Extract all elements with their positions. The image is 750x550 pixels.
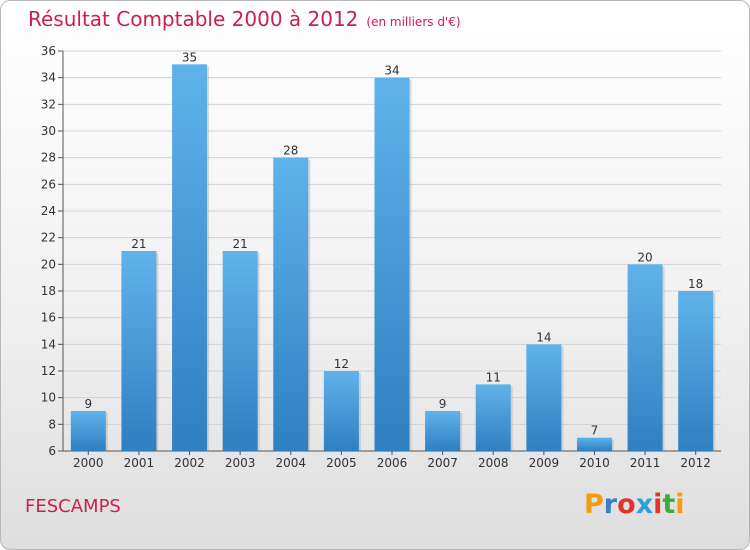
logo-letter: t: [662, 489, 676, 520]
bar-2011: [627, 264, 663, 451]
chart-subtitle: (en milliers d'€): [366, 15, 461, 29]
chart-title-text: Résultat Comptable 2000 à 2012: [28, 7, 359, 31]
bar-2012: [678, 291, 714, 451]
x-tick-label-2012: 2012: [680, 456, 711, 470]
y-tick-label: 6: [48, 444, 56, 458]
logo-letter: o: [617, 489, 636, 520]
logo-letter: i: [653, 489, 663, 520]
bar-2010: [576, 437, 612, 451]
data-label-2002: 35: [182, 50, 197, 64]
logo-letter: i: [675, 489, 685, 520]
data-label-2006: 34: [384, 64, 399, 78]
bar-2009: [526, 344, 562, 451]
data-label-2005: 12: [334, 357, 349, 371]
data-label-2010: 7: [591, 424, 599, 438]
data-label-2011: 20: [637, 250, 652, 264]
logo-letter: r: [603, 489, 618, 520]
x-tick-labels: 2000 2001 2002 2003 2004 2005 2006 2007 2008 2009…: [73, 456, 711, 470]
bar-2008: [475, 384, 511, 451]
x-tick-label-2008: 2008: [478, 456, 509, 470]
y-tick-label: 34: [41, 71, 56, 85]
data-label-2001: 21: [131, 237, 146, 251]
y-tick-label: 10: [41, 391, 56, 405]
y-tick-label: 22: [41, 231, 56, 245]
x-tick-label-2000: 2000: [73, 456, 104, 470]
bar-2007: [425, 411, 461, 451]
x-tick-label-2002: 2002: [174, 456, 205, 470]
y-tick-label: 26: [41, 177, 56, 191]
y-tick-label: 28: [41, 151, 56, 165]
data-label-2004: 28: [283, 144, 298, 158]
x-tick-label-2009: 2009: [529, 456, 560, 470]
x-tick-label-2005: 2005: [326, 456, 357, 470]
data-labels: 9 21 35 21 28 12 34 9 11 14 7 20 18: [84, 50, 703, 437]
y-tick-label: 32: [41, 97, 56, 111]
x-tick-label-2004: 2004: [275, 456, 306, 470]
bar-2005: [323, 371, 359, 451]
chart-title: Résultat Comptable 2000 à 2012 (en millie…: [28, 7, 461, 31]
bars: [70, 64, 716, 452]
y-tick-label: 20: [41, 257, 56, 271]
y-tick-label: 14: [41, 337, 56, 351]
y-tick-label: 30: [41, 124, 56, 138]
data-label-2007: 9: [439, 397, 447, 411]
x-tick-label-2003: 2003: [225, 456, 256, 470]
y-tick-labels: 6 8 10 12 14 16 18 20 22 24 26 28 30 32 34 36: [41, 44, 56, 458]
bar-2004: [273, 157, 309, 451]
data-label-2000: 9: [84, 397, 92, 411]
x-tick-label-2006: 2006: [377, 456, 408, 470]
proxiti-logo[interactable]: Proxiti: [584, 489, 685, 520]
x-tick-label-2011: 2011: [630, 456, 661, 470]
y-tick-label: 12: [41, 364, 56, 378]
bar-2002: [172, 64, 208, 452]
x-tick-label-2007: 2007: [427, 456, 458, 470]
bar-2001: [121, 251, 157, 451]
logo-letter: x: [635, 489, 654, 520]
logo-letter: P: [584, 489, 604, 520]
x-tick-label-2001: 2001: [124, 456, 155, 470]
data-label-2012: 18: [688, 277, 703, 291]
bar-2000: [70, 411, 106, 451]
data-label-2009: 14: [536, 330, 551, 344]
bar-2006: [374, 77, 410, 452]
y-tick-label: 18: [41, 284, 56, 298]
bar-2003: [222, 251, 258, 451]
y-tick-label: 16: [41, 311, 56, 325]
y-tick-label: 36: [41, 44, 56, 58]
data-label-2008: 11: [486, 370, 501, 384]
y-tick-label: 24: [41, 204, 56, 218]
data-label-2003: 21: [233, 237, 248, 251]
x-tick-label-2010: 2010: [579, 456, 610, 470]
y-tick-label: 8: [48, 417, 56, 431]
city-name: FESCAMPS: [25, 496, 121, 517]
